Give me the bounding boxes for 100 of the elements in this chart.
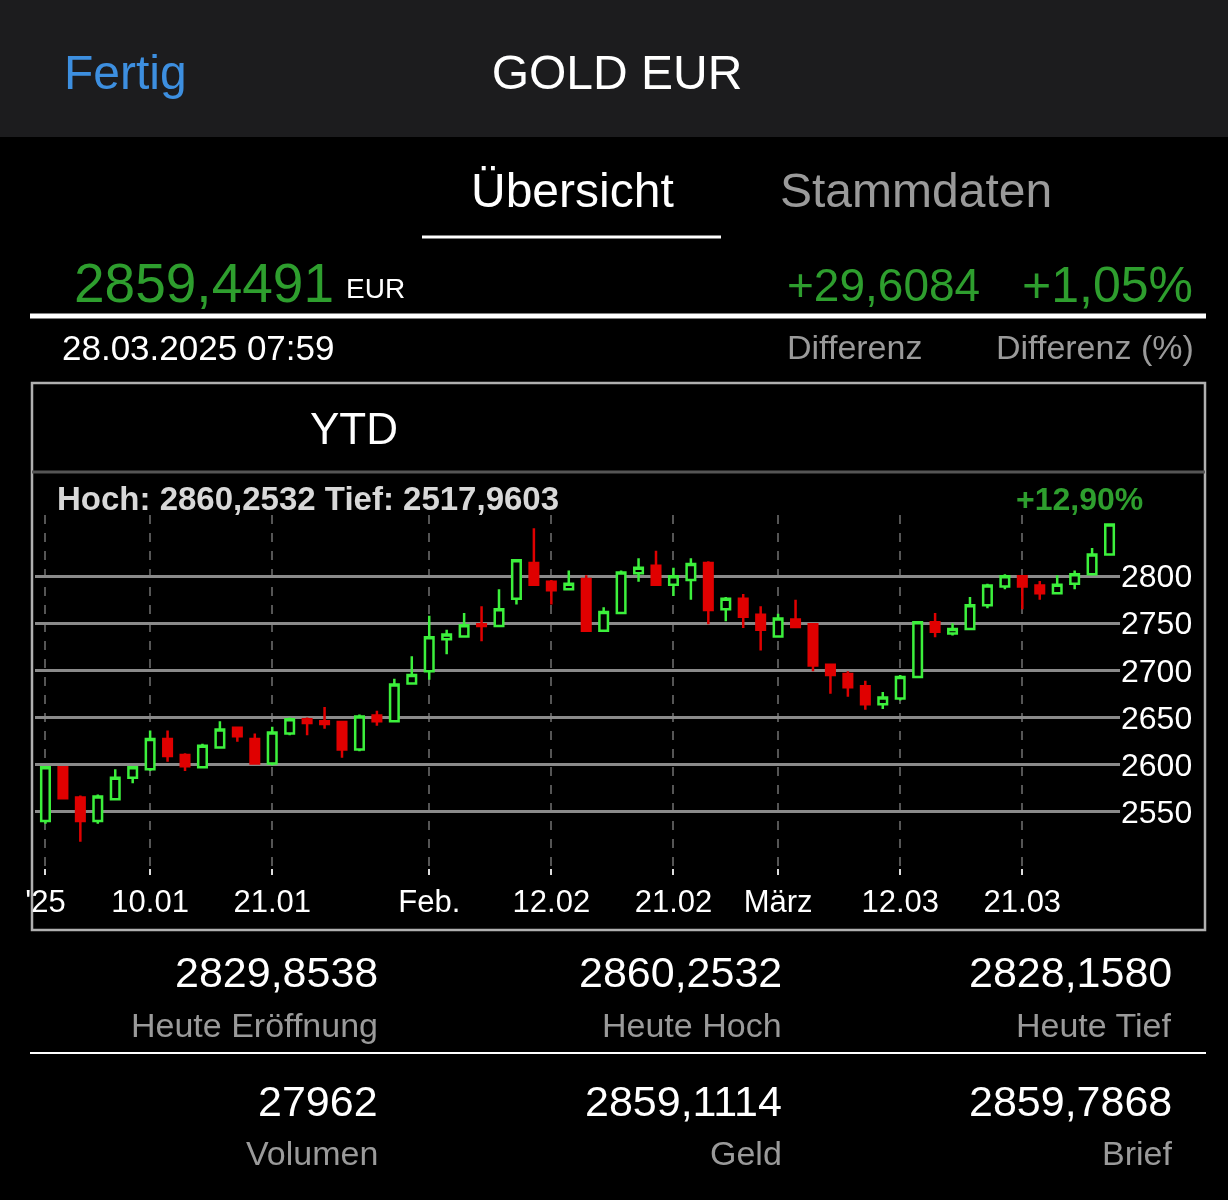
x-tick-label: 21.03 xyxy=(983,884,1062,920)
candlestick xyxy=(877,690,889,711)
candlestick xyxy=(336,719,348,760)
y-tick-label: 2550 xyxy=(1121,793,1193,830)
y-tick-label: 2650 xyxy=(1121,699,1193,736)
x-tick-label: 21.01 xyxy=(233,884,312,920)
annotation: +12,90% xyxy=(1016,481,1144,517)
candlestick xyxy=(458,611,470,639)
candlestick xyxy=(319,705,331,730)
text: YTD xyxy=(310,404,398,453)
y-tick-label: 2700 xyxy=(1121,652,1193,689)
candlestick xyxy=(772,612,784,638)
candlestick xyxy=(964,595,976,631)
text: Differenz (%) xyxy=(996,328,1194,366)
candlestick xyxy=(1086,546,1098,576)
text: 2859,4491 xyxy=(74,252,334,314)
text: 2828,1580 xyxy=(969,948,1173,996)
candlestick xyxy=(755,605,767,652)
candlestick xyxy=(266,725,278,767)
text: Volumen xyxy=(246,1134,379,1172)
candlestick xyxy=(685,557,697,601)
candlestick xyxy=(301,716,313,737)
x-tick-label: März xyxy=(743,884,813,920)
candlestick xyxy=(1104,522,1116,556)
candlestick xyxy=(284,716,296,737)
text: Stammdaten xyxy=(780,164,1053,217)
candlestick xyxy=(353,713,365,753)
text: 2859,1114 xyxy=(585,1077,782,1125)
candlestick xyxy=(57,765,69,800)
candlestick xyxy=(162,729,174,763)
text: Brief xyxy=(1102,1134,1173,1172)
text: 28.03.2025 07:59 xyxy=(62,328,335,367)
text: 2829,8538 xyxy=(175,948,379,996)
candlestick xyxy=(999,573,1011,591)
candlestick xyxy=(929,611,941,639)
text: Übersicht xyxy=(471,164,674,217)
text: 2860,2532 xyxy=(579,948,783,996)
candlestick xyxy=(633,557,645,584)
text: Fertig xyxy=(64,46,187,99)
annotation: Hoch: 2860,2532 Tief: 2517,9603 xyxy=(57,480,560,517)
candlestick xyxy=(807,622,819,673)
candlestick xyxy=(667,566,679,598)
candlestick xyxy=(388,677,400,724)
y-tick-label: 2800 xyxy=(1121,558,1193,595)
y-tick-label: 2750 xyxy=(1121,605,1193,642)
x-tick-label: 10.01 xyxy=(111,884,189,920)
candlestick xyxy=(441,628,453,656)
candlestick xyxy=(74,794,86,843)
candlestick xyxy=(406,654,418,686)
y-tick-label: 2600 xyxy=(1121,746,1193,783)
x-tick-label: 21.02 xyxy=(634,884,713,920)
candlestick xyxy=(196,742,208,770)
candlestick xyxy=(476,605,488,643)
candlestick xyxy=(528,526,540,586)
text: Heute Tief xyxy=(1016,1006,1172,1044)
candlestick xyxy=(127,765,139,785)
x-tick-label: Feb. xyxy=(398,884,461,920)
text: +1,05% xyxy=(1022,257,1193,313)
candlestick xyxy=(545,578,557,606)
candlestick xyxy=(510,557,522,606)
candlestick xyxy=(371,709,383,728)
candlestick xyxy=(92,793,104,826)
candlestick xyxy=(947,622,959,637)
candlestick xyxy=(650,549,662,587)
x-tick-label: 12.02 xyxy=(512,884,591,920)
candlestick xyxy=(563,569,575,591)
candlestick xyxy=(790,598,802,630)
candlestick xyxy=(859,679,871,712)
text: Heute Hoch xyxy=(602,1006,782,1044)
candlestick xyxy=(423,614,435,681)
text: Geld xyxy=(710,1134,782,1172)
candlestick xyxy=(144,729,156,773)
candlestick xyxy=(39,765,51,826)
candlestick xyxy=(179,751,191,773)
text: +29,6084 xyxy=(787,259,981,311)
candlestick xyxy=(702,559,714,626)
candlestick xyxy=(249,732,261,766)
text: Heute Eröffnung xyxy=(131,1006,378,1044)
candlestick xyxy=(231,725,243,744)
x-tick-label: 12.03 xyxy=(861,884,939,920)
candlestick xyxy=(109,767,121,802)
candlestick xyxy=(894,673,906,702)
candlestick xyxy=(981,582,993,610)
text: Differenz xyxy=(787,328,923,366)
candlestick xyxy=(720,595,732,623)
text: 27962 xyxy=(258,1077,378,1125)
candlestick xyxy=(1069,569,1081,591)
candlestick xyxy=(493,588,505,628)
candlestick xyxy=(1051,574,1063,595)
candlestick xyxy=(824,662,836,696)
candlestick xyxy=(737,592,749,630)
candlestick xyxy=(842,670,854,698)
candlestick xyxy=(1034,579,1046,601)
candlestick xyxy=(598,606,610,633)
text: 2859,7868 xyxy=(969,1077,1173,1125)
candlestick xyxy=(615,569,627,615)
candlestick xyxy=(580,574,592,633)
text: EUR xyxy=(346,273,406,304)
candlestick xyxy=(1016,574,1028,611)
chart-title: GOLD EUR xyxy=(491,45,743,99)
